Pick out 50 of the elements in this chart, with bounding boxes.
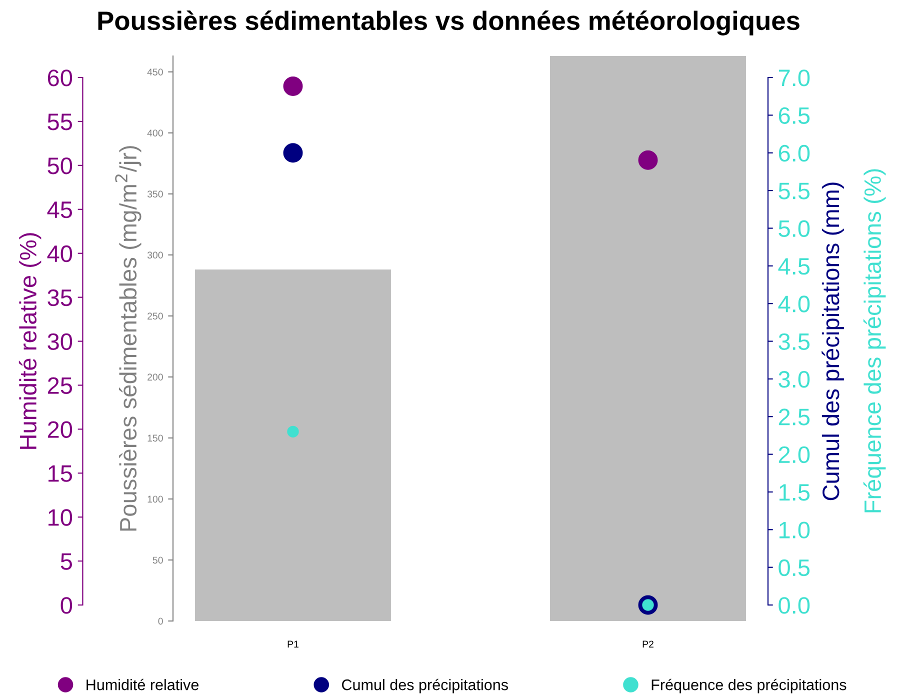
y-tick-label: 300 — [147, 252, 163, 259]
x-tick-label: P1 — [288, 640, 298, 648]
y3-tick-label: 0.0 — [778, 597, 810, 614]
y-tick-label: 400 — [147, 130, 163, 136]
y2-tick-label: 35 — [48, 289, 72, 306]
x-tick-label: P2 — [642, 640, 654, 648]
y3-tick-label: 2.5 — [778, 408, 810, 426]
point — [283, 143, 303, 163]
y3-tick-label: 6.0 — [778, 144, 810, 162]
y2-tick-label: 10 — [48, 509, 72, 526]
y2-tick-label: 55 — [48, 114, 72, 130]
y3-tick-label: 3.0 — [778, 370, 810, 388]
y2-tick-label: 20 — [48, 421, 72, 438]
y-tick-label: 200 — [148, 374, 163, 381]
y2-tick-label: 30 — [48, 333, 72, 350]
y2-tick-label: 5 — [60, 553, 72, 570]
y3-tick-label: 6.5 — [778, 107, 810, 124]
y2-tick-label: 15 — [48, 465, 72, 482]
y3-tick-label: 0.5 — [778, 559, 810, 576]
y3-tick-label: 4.0 — [778, 296, 810, 312]
y3-axis-title: Cumul des précipitations (mm) — [822, 182, 844, 500]
y2-tick-label: 45 — [47, 202, 72, 218]
y-tick-label: 0 — [158, 618, 163, 625]
y2-tick-label: 40 — [47, 245, 72, 262]
y2-axis-title: Humidité relative (%) — [18, 233, 42, 449]
y3-tick-label: 1.5 — [780, 484, 810, 501]
y2-tick-label: 50 — [48, 157, 72, 174]
y-tick-label: 50 — [152, 556, 163, 564]
y3-tick-label: 5.5 — [778, 182, 810, 200]
y-tick-label: 100 — [148, 496, 163, 503]
y-tick-label: 150 — [148, 434, 163, 442]
y3-tick-label: 2.0 — [778, 446, 810, 464]
y3-tick-label: 5.0 — [778, 220, 810, 237]
y3-tick-label: 3.5 — [778, 333, 810, 350]
y2-tick-label: 25 — [48, 377, 72, 394]
point — [287, 426, 299, 438]
chart-title: Poussières sédimentables vs données météorologiques — [98, 10, 800, 36]
legend-label: Fréquence des précipitations — [652, 678, 846, 694]
legend-label: Humidité relative — [86, 678, 198, 690]
legend-label: Cumul des précipitations — [342, 678, 508, 694]
y3-tick-label: 4.5 — [778, 258, 810, 275]
y2-tick-label: 60 — [48, 70, 72, 86]
y-axis-title: Poussières sédimentables (mg/m$^{2}$/jr) — [115, 146, 142, 531]
y-tick-label: 350 — [147, 190, 163, 198]
y-tick-label: 250 — [148, 312, 163, 320]
y-tick-label: 450 — [147, 68, 163, 76]
text: Fréquence des précipitations (%) — [863, 169, 886, 512]
y3-tick-label: 7.0 — [778, 70, 810, 86]
y2-tick-label: 0 — [60, 597, 72, 614]
y3-tick-label: 1.0 — [780, 522, 810, 538]
